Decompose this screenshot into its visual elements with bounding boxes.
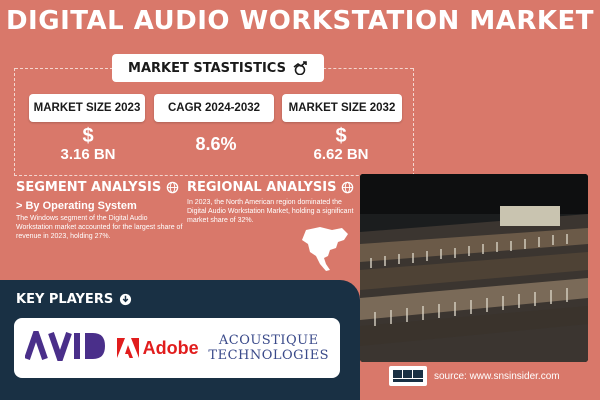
stat-label-cagr: CAGR 2024-2032 <box>154 94 274 122</box>
adobe-wordmark: Adobe <box>142 337 199 358</box>
key-players-logos: Adobe ACOUSTIQUE TECHNOLOGIES <box>14 318 340 378</box>
statistics-frame <box>14 68 414 176</box>
globe-icon <box>166 181 179 194</box>
sns-insider-logo <box>389 366 427 386</box>
stat-value-cagr: 8.6% <box>195 134 237 154</box>
stat-label-market-size-2023: MARKET SIZE 2023 <box>29 94 145 122</box>
stat-label-market-size-2032: MARKET SIZE 2032 <box>282 94 402 122</box>
adobe-logo: Adobe <box>116 337 199 359</box>
acoustique-logo: ACOUSTIQUE TECHNOLOGIES <box>208 333 329 363</box>
market-statistics-label: MARKET STASTISTICS <box>128 60 286 76</box>
key-players-label: KEY PLAYERS <box>16 292 114 307</box>
download-icon <box>119 293 132 306</box>
source-text: source: www.snsinsider.com <box>434 371 560 382</box>
regional-analysis-text: In 2023, the North American region domin… <box>187 199 354 224</box>
avid-logo <box>24 323 107 368</box>
segment-analysis-text: The Windows segment of the Digital Audio… <box>16 215 183 240</box>
segment-analysis-heading: SEGMENT ANALYSIS <box>16 180 179 195</box>
dollar-icon: $ <box>335 125 347 147</box>
market-statistics-heading: MARKET STASTISTICS <box>112 54 324 82</box>
mixing-console-photo <box>360 174 588 362</box>
segment-analysis-label: SEGMENT ANALYSIS <box>16 180 162 195</box>
regional-analysis-label: REGIONAL ANALYSIS <box>187 180 337 195</box>
acoustique-tagline: TECHNOLOGIES <box>208 348 330 363</box>
regional-analysis-heading: REGIONAL ANALYSIS <box>187 180 354 195</box>
stat-number: 6.62 BN <box>313 146 369 163</box>
dollar-icon: $ <box>82 125 94 147</box>
key-players-heading: KEY PLAYERS <box>16 292 132 307</box>
segment-subheading: > By Operating System <box>16 200 137 212</box>
globe-icon <box>341 181 354 194</box>
stat-value-market-size-2023: $ 3.16 BN <box>56 126 120 164</box>
stat-value-market-size-2032: $ 6.62 BN <box>306 126 376 164</box>
acoustique-wordmark: ACOUSTIQUE <box>218 333 319 348</box>
north-america-map-icon <box>298 224 354 274</box>
page-title: DIGITAL AUDIO WORKSTATION MARKET <box>5 6 595 36</box>
adobe-mark-icon <box>116 338 139 358</box>
chart-icon <box>292 61 308 75</box>
stat-number: 3.16 BN <box>60 146 116 163</box>
